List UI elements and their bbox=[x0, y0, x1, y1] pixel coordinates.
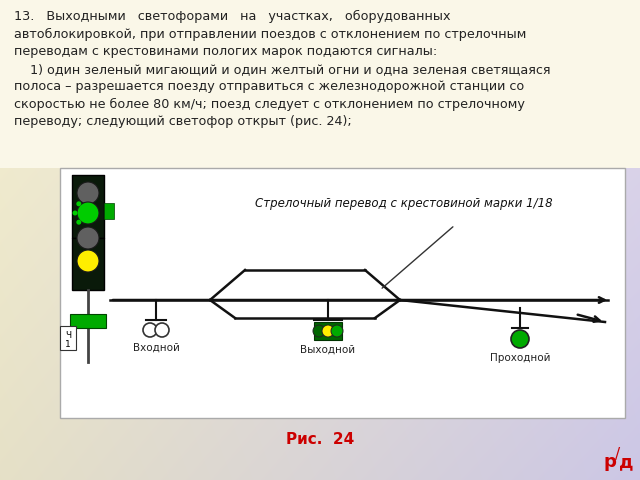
Circle shape bbox=[143, 323, 157, 337]
Text: 1: 1 bbox=[65, 340, 71, 349]
Text: 13.   Выходными   светофорами   на   участках,   оборудованных
автоблокировкой, : 13. Выходными светофорами на участках, о… bbox=[14, 10, 550, 128]
Bar bbox=[70, 314, 106, 328]
Bar bbox=[72, 175, 104, 238]
Text: Входной: Входной bbox=[132, 343, 179, 353]
Bar bbox=[314, 322, 342, 340]
Circle shape bbox=[77, 182, 99, 204]
Text: д: д bbox=[619, 453, 633, 471]
Bar bbox=[104, 203, 114, 219]
Bar bbox=[72, 238, 104, 290]
Circle shape bbox=[76, 201, 81, 206]
Bar bbox=[60, 326, 76, 350]
Circle shape bbox=[72, 211, 77, 216]
Text: Ч: Ч bbox=[65, 331, 71, 340]
Circle shape bbox=[511, 330, 529, 348]
Circle shape bbox=[322, 325, 334, 337]
Text: Проходной: Проходной bbox=[490, 353, 550, 363]
Bar bbox=[60, 168, 625, 418]
Circle shape bbox=[77, 250, 99, 272]
Circle shape bbox=[77, 202, 99, 224]
Circle shape bbox=[331, 325, 343, 337]
Text: р: р bbox=[604, 453, 616, 471]
Bar bbox=[0, 0, 640, 168]
Text: Рис.  24: Рис. 24 bbox=[286, 432, 354, 447]
Bar bbox=[0, 0, 640, 168]
Text: /: / bbox=[616, 447, 621, 463]
Circle shape bbox=[77, 227, 99, 249]
Text: Выходной: Выходной bbox=[300, 345, 356, 355]
Circle shape bbox=[76, 220, 81, 225]
Circle shape bbox=[313, 325, 325, 337]
Circle shape bbox=[155, 323, 169, 337]
Text: Стрелочный перевод с крестовиной марки 1/18: Стрелочный перевод с крестовиной марки 1… bbox=[255, 197, 552, 210]
